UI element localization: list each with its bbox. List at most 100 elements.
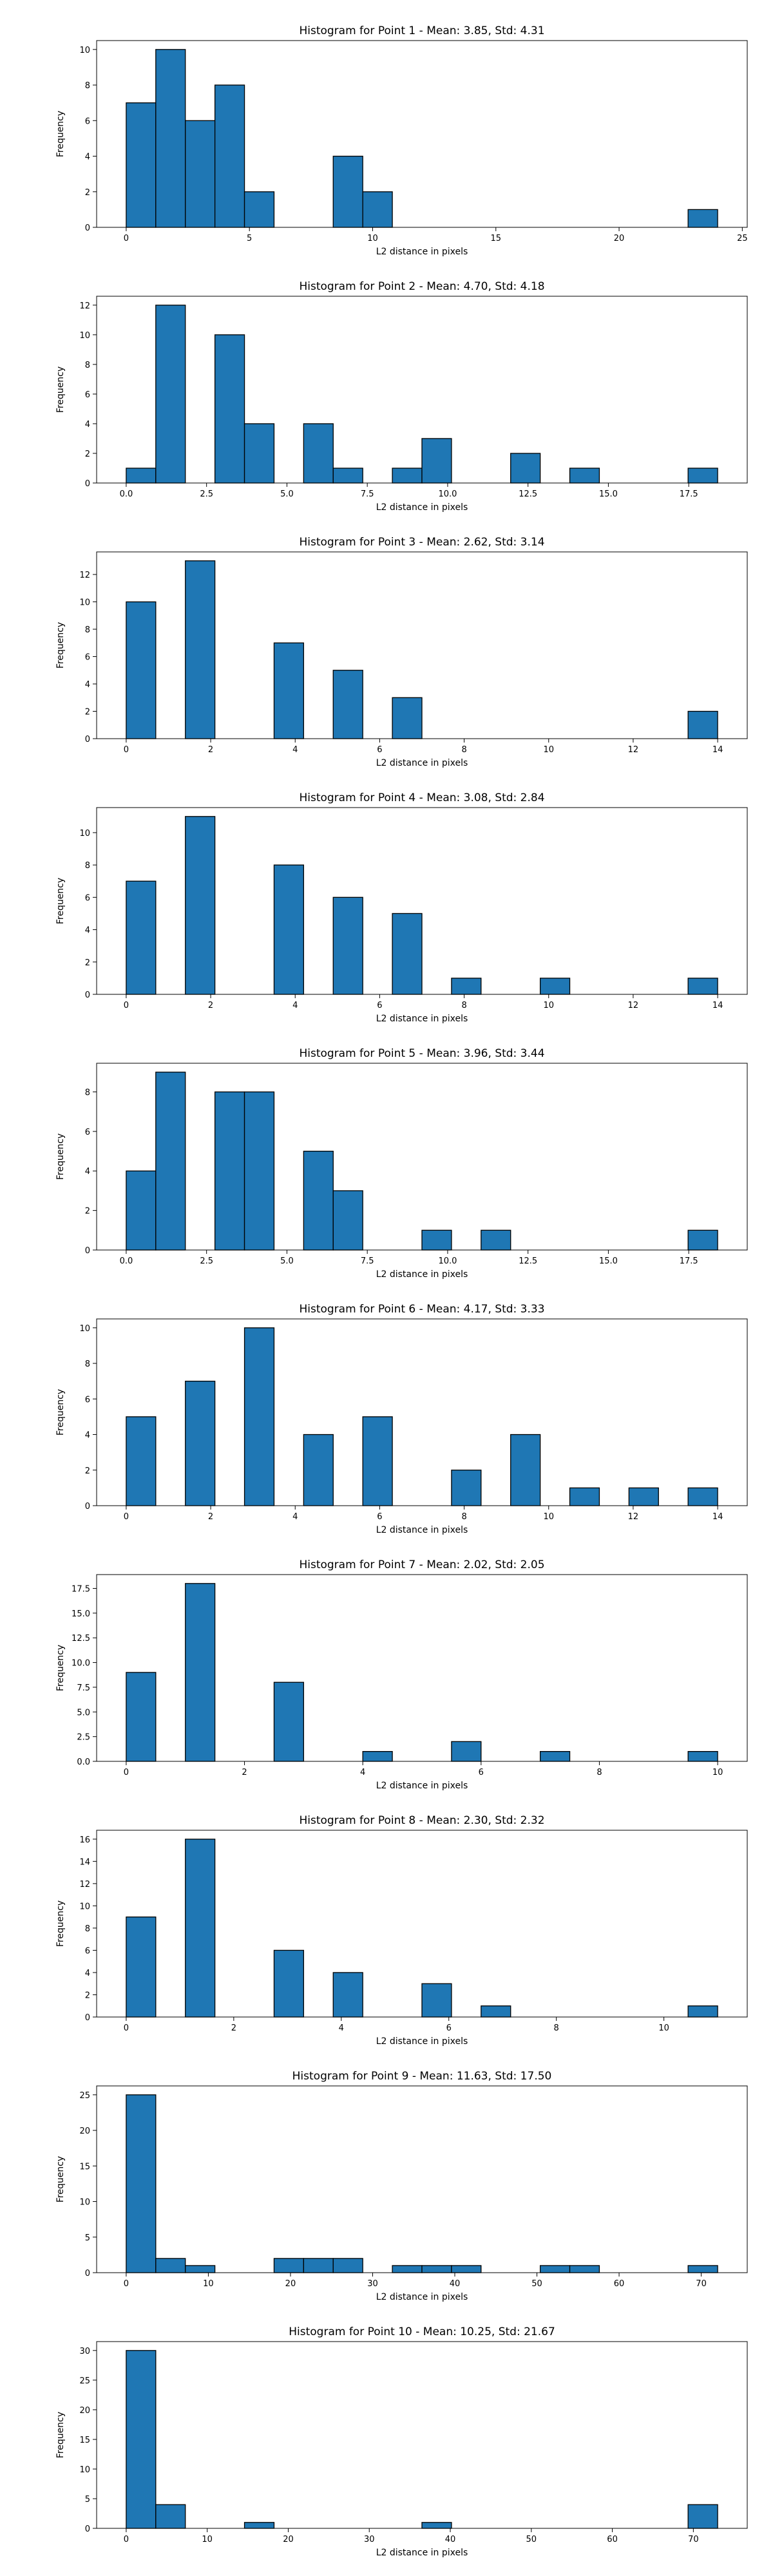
y-axis-label: Frequency (55, 1133, 66, 1180)
plot-frame (96, 40, 748, 228)
histogram-bar (185, 816, 216, 995)
y-tick-label: 12 (79, 301, 90, 311)
y-tick-label: 4 (85, 680, 90, 690)
y-tick-label: 20 (79, 2406, 90, 2416)
y-tick-label: 6 (85, 893, 90, 903)
y-tick-label: 2 (85, 1207, 90, 1217)
y-tick-label: 2 (85, 188, 90, 198)
x-axis-label: L2 distance in pixels (376, 2292, 468, 2302)
x-tick-label: 0 (124, 2535, 129, 2544)
y-tick-label: 0 (85, 2013, 90, 2023)
histogram-bar (332, 896, 363, 995)
x-tick-label: 12.5 (519, 1256, 537, 1266)
histogram-bar (214, 84, 245, 228)
histogram-bar (687, 978, 718, 995)
x-tick-label: 50 (526, 2535, 537, 2544)
histogram-bar (303, 1150, 334, 1251)
histogram-bar (273, 1949, 305, 2018)
histogram-bar (155, 305, 186, 484)
y-axis-label: Frequency (55, 622, 66, 668)
histogram-bar (155, 1072, 186, 1251)
chart-title: Histogram for Point 5 - Mean: 3.96, Std:… (299, 1047, 544, 1060)
chart-title: Histogram for Point 4 - Mean: 3.08, Std:… (299, 791, 544, 804)
chart-title: Histogram for Point 6 - Mean: 4.17, Std:… (299, 1303, 544, 1316)
x-tick-label: 30 (367, 2279, 378, 2289)
y-tick-label: 2 (85, 1991, 90, 2000)
plot-frame (96, 807, 748, 995)
y-tick-label: 6 (85, 390, 90, 400)
histogram-bar (243, 1091, 275, 1251)
histogram-bar (687, 2005, 718, 2018)
chart-title: Histogram for Point 3 - Mean: 2.62, Std:… (299, 536, 544, 549)
y-tick-label: 12.5 (72, 1634, 90, 1643)
x-tick-label: 6 (479, 1768, 484, 1777)
y-tick-label: 8 (85, 1924, 90, 1934)
histogram-bar (332, 155, 363, 228)
x-tick-label: 60 (607, 2535, 618, 2544)
x-tick-label: 2.5 (200, 489, 213, 499)
x-tick-label: 2 (231, 2023, 236, 2033)
chart-panel-6: Histogram for Point 6 - Mean: 4.17, Std:… (55, 1303, 748, 1535)
y-tick-label: 10 (79, 2465, 90, 2475)
x-tick-label: 70 (696, 2279, 707, 2289)
plot-frame (96, 1063, 748, 1251)
y-tick-label: 0 (85, 2524, 90, 2534)
y-tick-label: 25 (79, 2376, 90, 2386)
x-tick-label: 0 (124, 1512, 129, 1522)
y-tick-label: 2 (85, 958, 90, 968)
histogram-bar (687, 1487, 718, 1506)
chart-title: Histogram for Point 9 - Mean: 11.63, Std… (292, 2070, 552, 2083)
x-tick-label: 25 (737, 234, 748, 243)
y-axis-label: Frequency (55, 2412, 66, 2458)
histogram-bar (332, 2258, 363, 2273)
x-tick-label: 2 (208, 745, 213, 755)
plot-frame (96, 1318, 748, 1506)
y-tick-label: 2.5 (77, 1733, 90, 1743)
x-tick-label: 40 (450, 2279, 461, 2289)
histogram-bar (155, 2504, 186, 2529)
y-tick-label: 25 (79, 2091, 90, 2101)
chart-panel-7: Histogram for Point 7 - Mean: 2.02, Std:… (55, 1558, 748, 1791)
histogram-bar (185, 1381, 216, 1506)
x-tick-label: 0.0 (120, 489, 133, 499)
x-tick-label: 14 (712, 745, 723, 755)
x-tick-label: 0 (124, 1768, 129, 1777)
x-tick-label: 0 (124, 1001, 129, 1010)
x-tick-label: 0 (124, 745, 129, 755)
x-tick-label: 12 (628, 1512, 639, 1522)
histogram-bar (126, 1916, 157, 2018)
y-tick-label: 2 (85, 450, 90, 459)
y-tick-label: 8 (85, 625, 90, 635)
x-tick-label: 15 (490, 234, 501, 243)
y-tick-label: 10.0 (72, 1659, 90, 1669)
y-axis-label: Frequency (55, 1389, 66, 1435)
histogram-bar (510, 1434, 541, 1506)
x-tick-label: 4 (360, 1768, 365, 1777)
x-tick-label: 4 (292, 1512, 298, 1522)
histogram-bar (362, 1751, 393, 1762)
histogram-bar (451, 2265, 482, 2273)
y-tick-label: 8 (85, 1088, 90, 1097)
histogram-bar (273, 642, 305, 739)
histogram-bar (421, 2522, 452, 2529)
histogram-bar (126, 102, 157, 228)
x-tick-label: 70 (688, 2535, 699, 2544)
y-tick-label: 6 (85, 1395, 90, 1405)
x-tick-label: 10 (543, 1001, 554, 1010)
y-tick-label: 16 (79, 1835, 90, 1845)
x-tick-label: 0 (124, 234, 129, 243)
x-tick-label: 0 (124, 2279, 129, 2289)
y-tick-label: 4 (85, 1969, 90, 1978)
histogram-bar (687, 209, 718, 228)
y-tick-label: 17.5 (72, 1584, 90, 1594)
y-tick-label: 8 (85, 861, 90, 871)
chart-title: Histogram for Point 2 - Mean: 4.70, Std:… (299, 280, 544, 293)
x-tick-label: 5.0 (280, 489, 294, 499)
histogram-bar (539, 2265, 571, 2273)
x-tick-label: 2.5 (200, 1256, 213, 1266)
x-tick-label: 8 (554, 2023, 559, 2033)
y-tick-label: 6 (85, 1128, 90, 1137)
histogram-bar (539, 978, 571, 995)
histogram-bar (510, 453, 541, 484)
